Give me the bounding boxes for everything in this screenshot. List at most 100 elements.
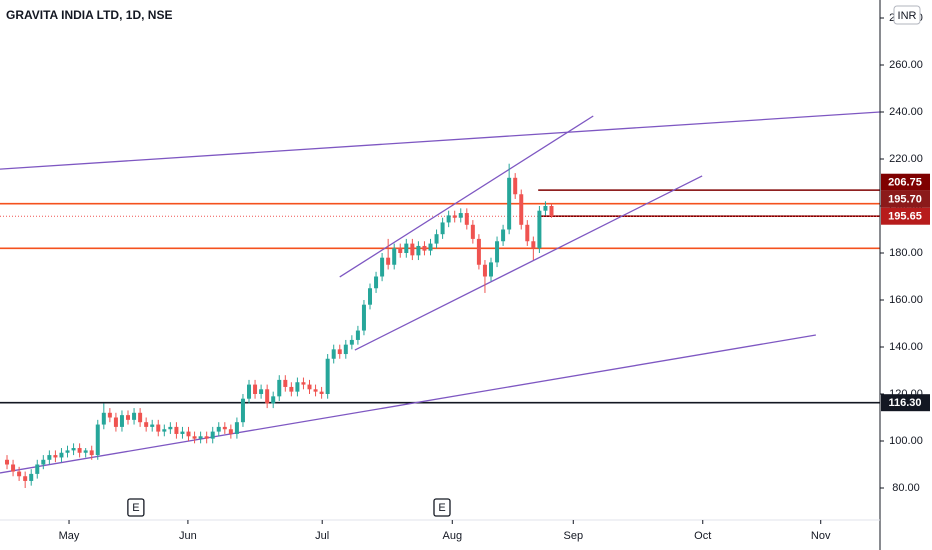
y-tick-label: 140.00 [889, 341, 923, 353]
chart-title: GRAVITA INDIA LTD, 1D, NSE [6, 8, 172, 22]
y-tick-label: 180.00 [889, 247, 923, 259]
candle-body [482, 264, 487, 277]
candle-body [162, 429, 167, 432]
candle-body [301, 382, 306, 385]
candle-body [150, 424, 155, 427]
candle-body [277, 379, 282, 397]
candle-body [337, 349, 342, 355]
price-label: 116.30 [888, 397, 921, 409]
currency[interactable]: INR [898, 10, 917, 22]
candle-body [23, 476, 28, 481]
candle-body [446, 215, 451, 223]
candle-body [476, 238, 481, 265]
x-tick-label: Nov [811, 530, 831, 542]
candle-body [525, 224, 530, 242]
candle-body [488, 262, 493, 277]
x-tick-label: Sep [563, 530, 583, 542]
price-label-box [881, 207, 930, 225]
candle-body [192, 436, 197, 439]
candle-body [531, 241, 536, 249]
candle-body [434, 234, 439, 244]
trend-line [0, 334, 816, 474]
candle-body [144, 422, 149, 427]
price-label: 195.65 [888, 211, 922, 223]
candle-body [228, 429, 233, 434]
candle-body [168, 426, 173, 430]
candle-body [156, 424, 161, 432]
candle-body [331, 349, 336, 359]
event-label: E [132, 502, 139, 514]
candle-body [204, 436, 209, 439]
y-tick-label: 100.00 [889, 435, 923, 447]
price-label: 206.75 [888, 177, 922, 189]
candle-body [11, 464, 16, 472]
candle-body [440, 222, 445, 235]
candle-body [174, 426, 179, 434]
candle-body [119, 415, 124, 427]
candle-body [95, 424, 100, 456]
candle-body [549, 205, 554, 217]
candle-body [5, 459, 10, 465]
candle-body [259, 389, 264, 394]
candle-body [247, 384, 252, 399]
event-marker [433, 498, 451, 517]
candle-body [271, 396, 276, 404]
candle-body [422, 245, 427, 251]
candle-body [392, 248, 397, 265]
candle-body [53, 455, 58, 458]
price-label-box [881, 190, 930, 208]
candle-body [210, 431, 215, 439]
price-label-box [881, 173, 930, 191]
candle-body [138, 412, 143, 423]
candle-body [464, 213, 469, 225]
candle-body [495, 241, 500, 263]
candle-body [325, 358, 330, 394]
candle-body [537, 210, 542, 249]
candle-body [458, 213, 463, 218]
candle-body [101, 412, 106, 425]
candle-body [355, 330, 360, 340]
candle-body [17, 471, 22, 477]
candle-body [265, 389, 270, 404]
currency-box[interactable] [893, 5, 921, 25]
candle-body [283, 379, 288, 387]
candle-body [107, 412, 112, 418]
y-tick-label: 240.00 [889, 106, 923, 118]
candle-body [77, 448, 82, 453]
candle-body [89, 450, 94, 456]
candle-body [513, 177, 518, 195]
candle-body [361, 304, 366, 331]
candle-body [289, 386, 294, 392]
candle-body [319, 391, 324, 394]
x-tick-label: Aug [442, 530, 462, 542]
candle-body [113, 417, 118, 427]
candle-body [198, 436, 203, 439]
price-label: 195.70 [888, 194, 922, 206]
x-tick-label: Oct [694, 530, 711, 542]
candle-body [307, 384, 312, 390]
candle-body [186, 431, 191, 437]
candle-body [374, 276, 379, 289]
y-tick-label: 160.00 [889, 294, 923, 306]
event-label: E [438, 502, 445, 514]
candle-body [313, 389, 318, 392]
candle-body [398, 248, 403, 253]
candle-body [65, 450, 70, 453]
axes: 80.00100.00120.00140.00160.00180.00200.0… [59, 12, 930, 542]
candle-body [349, 339, 354, 345]
candle-body [234, 422, 239, 434]
candle-body [71, 448, 76, 451]
candle-body [35, 464, 40, 474]
candle-body [507, 177, 512, 230]
candle-body [519, 194, 524, 225]
candle-body [543, 205, 548, 211]
candle-body [41, 459, 46, 465]
candle-body [29, 473, 34, 481]
candle-body [428, 243, 433, 251]
x-tick-label: May [59, 530, 80, 542]
candle-body [240, 398, 245, 423]
trend-line [354, 175, 703, 351]
candle-body [295, 382, 300, 392]
